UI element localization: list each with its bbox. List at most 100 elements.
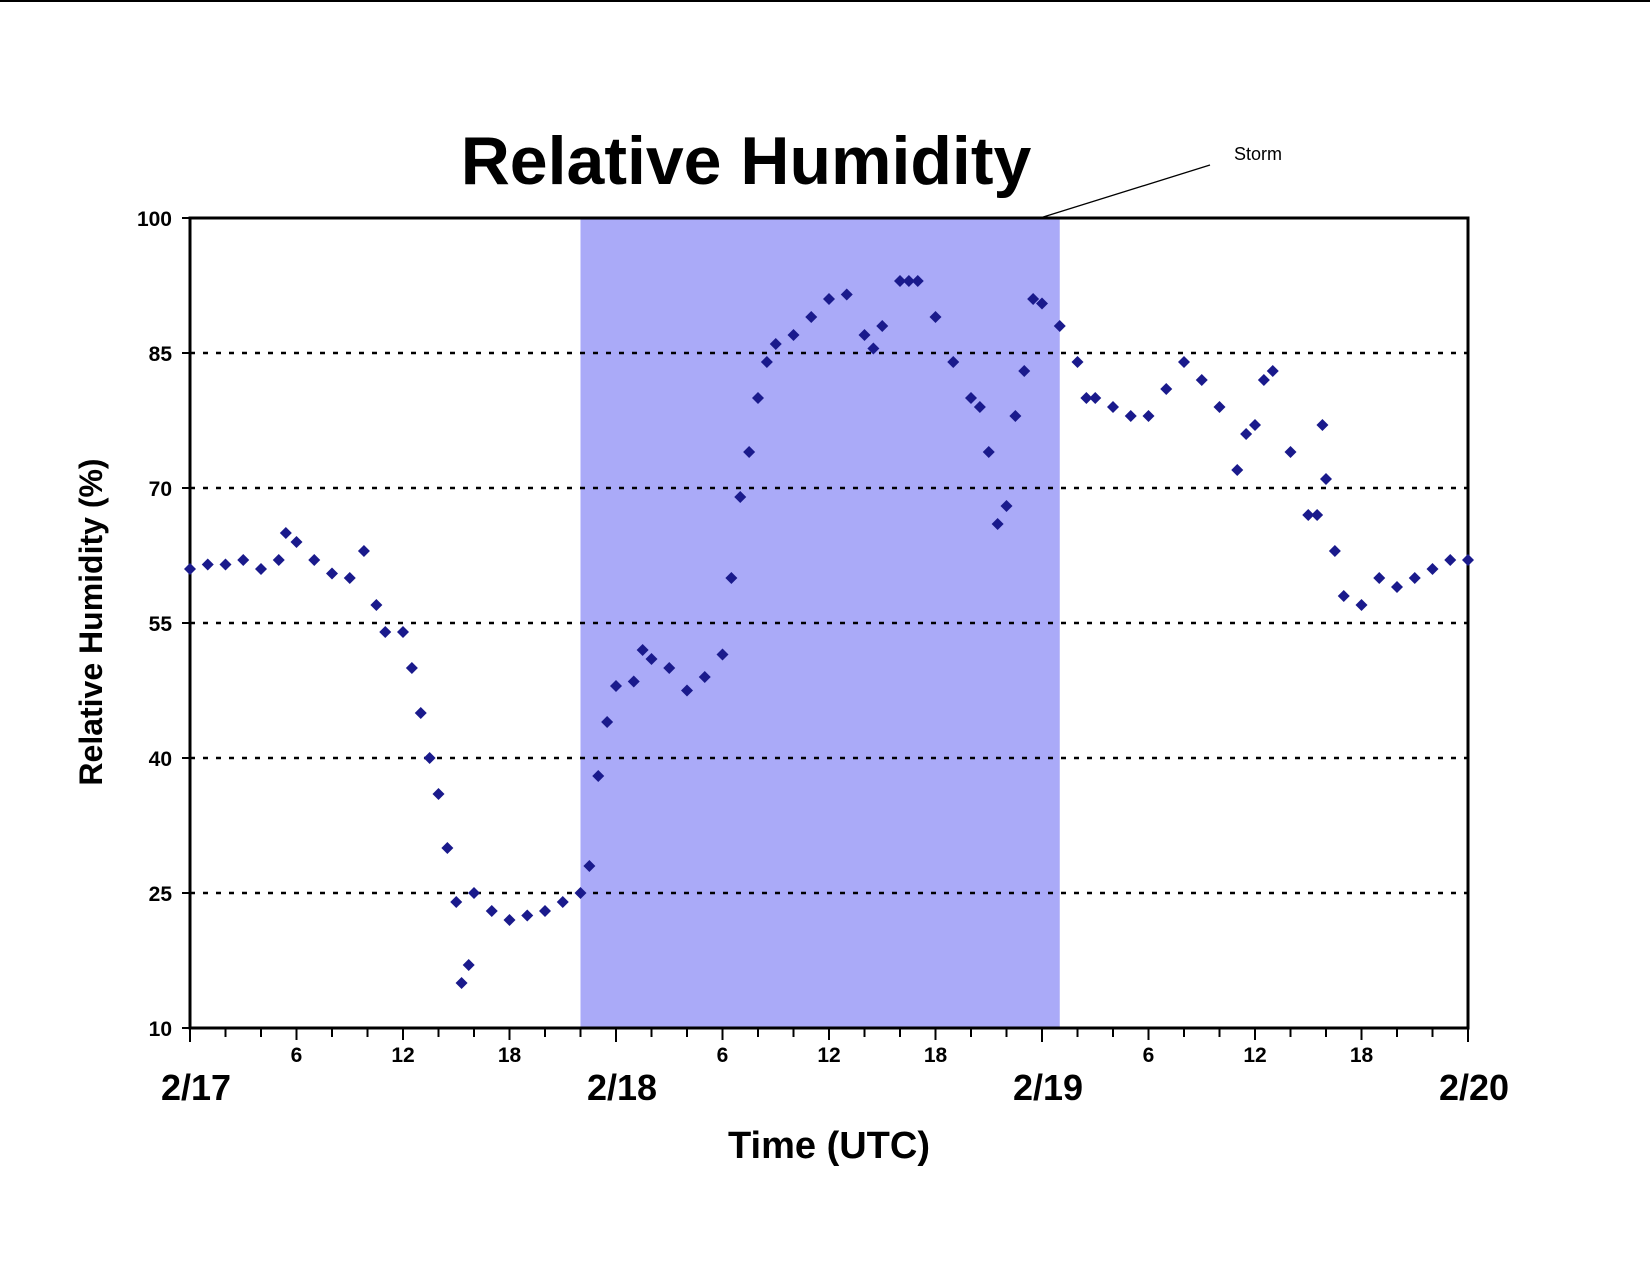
data-point — [423, 752, 436, 764]
data-point — [734, 491, 747, 503]
data-point — [462, 959, 475, 971]
data-point — [485, 905, 498, 917]
x-tick-label: 6 — [291, 1044, 303, 1067]
data-point — [1284, 446, 1297, 458]
data-point — [219, 558, 232, 571]
x-tick-label: 12 — [817, 1044, 840, 1067]
data-point — [947, 356, 960, 368]
data-point — [681, 684, 693, 697]
data-point — [823, 293, 835, 305]
data-point — [1124, 410, 1137, 422]
data-point — [1302, 509, 1315, 521]
data-point — [627, 675, 640, 688]
data-point — [840, 288, 853, 301]
data-point — [1408, 572, 1421, 584]
data-point — [450, 896, 463, 908]
data-point — [468, 887, 480, 899]
data-point — [1018, 365, 1031, 377]
y-tick-label: 40 — [149, 748, 172, 771]
data-point — [255, 563, 267, 575]
data-point — [716, 648, 729, 661]
data-point — [237, 554, 250, 566]
data-point — [1213, 401, 1226, 413]
data-point — [743, 446, 756, 458]
data-point — [1328, 545, 1341, 557]
data-point — [405, 662, 418, 674]
data-point — [1240, 428, 1253, 440]
x-tick-label: 12 — [391, 1044, 414, 1067]
annotation-label: Storm — [1234, 144, 1282, 164]
data-point — [503, 914, 516, 926]
data-point — [1462, 554, 1474, 566]
data-point — [1249, 419, 1261, 431]
date-label: 2/17 — [161, 1067, 231, 1108]
x-axis-label: Time (UTC) — [728, 1125, 930, 1167]
data-point — [601, 716, 614, 728]
data-point — [592, 770, 605, 782]
data-point — [1426, 563, 1439, 575]
data-point — [1195, 374, 1208, 386]
y-tick-label: 10 — [149, 1018, 172, 1041]
data-point — [1000, 500, 1013, 512]
data-point — [308, 554, 321, 566]
data-point — [973, 401, 986, 413]
data-point — [1231, 464, 1244, 476]
data-point — [1316, 419, 1329, 431]
data-point — [326, 567, 338, 580]
y-axis-label: Relative Humidity (%) — [73, 458, 109, 785]
data-point — [574, 887, 587, 899]
data-point — [858, 329, 871, 341]
chart-title: Relative Humidity — [461, 123, 1032, 199]
data-point — [1142, 410, 1155, 422]
x-tick-label: 6 — [717, 1044, 729, 1067]
data-point — [414, 707, 427, 719]
data-point — [645, 653, 658, 665]
date-label: 2/20 — [1439, 1067, 1509, 1108]
data-point — [991, 518, 1004, 530]
data-point — [1257, 374, 1270, 386]
y-tick-label: 85 — [149, 343, 173, 366]
data-point — [272, 554, 285, 566]
data-point — [343, 572, 356, 584]
data-point — [379, 626, 392, 638]
x-tick-label: 18 — [924, 1044, 948, 1067]
data-point — [357, 545, 370, 557]
data-point — [1036, 297, 1048, 310]
y-tick-label: 55 — [149, 613, 173, 636]
data-point — [201, 558, 214, 571]
x-tick-label: 18 — [1350, 1044, 1374, 1067]
data-point — [370, 599, 383, 611]
data-point — [583, 860, 596, 872]
data-point — [1373, 572, 1386, 584]
data-point — [982, 446, 995, 458]
data-point — [1337, 590, 1350, 602]
plot-frame — [188, 216, 1470, 1030]
data-point — [184, 563, 196, 575]
data-point — [663, 662, 676, 674]
data-point — [636, 644, 649, 656]
data-point — [760, 356, 773, 368]
x-tick-label: 12 — [1243, 1044, 1266, 1067]
data-point — [441, 842, 454, 854]
data-point — [1080, 392, 1093, 404]
data-point — [1009, 410, 1022, 422]
y-tick-label: 70 — [149, 478, 172, 501]
data-point — [1391, 581, 1403, 593]
data-point — [769, 338, 782, 350]
date-label: 2/19 — [1013, 1067, 1083, 1108]
data-point — [1311, 509, 1324, 521]
data-point — [752, 392, 764, 404]
data-point — [787, 329, 800, 341]
data-point — [539, 905, 551, 917]
x-tick-label: 6 — [1143, 1044, 1155, 1067]
data-point — [876, 320, 889, 332]
data-point — [929, 311, 942, 323]
y-tick-label: 25 — [149, 883, 173, 906]
data-point — [911, 275, 924, 287]
data-point — [805, 311, 818, 323]
data-point — [1355, 599, 1368, 611]
data-point — [1160, 383, 1173, 395]
x-tick-label: 18 — [498, 1044, 522, 1067]
